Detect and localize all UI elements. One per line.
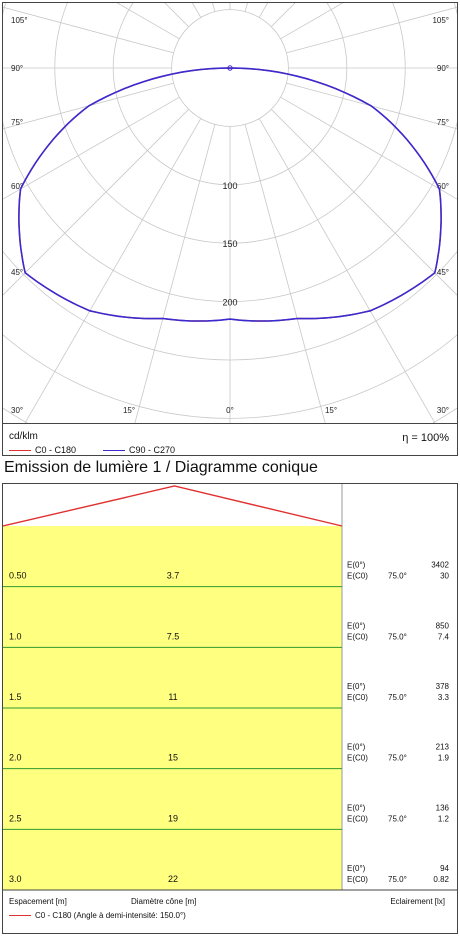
- grid-spoke-75: [286, 82, 457, 130]
- angle-label-right-5: 30°: [437, 406, 449, 415]
- cone-distance-0: 0.50: [9, 571, 27, 581]
- angle-label-left-3: 60°: [11, 182, 23, 191]
- angle-label-right-4: 45°: [437, 268, 449, 277]
- cone-e0-value-3: 213: [436, 743, 450, 752]
- cone-distance-4: 2.5: [9, 813, 22, 823]
- radial-tick-label-200: 200: [222, 298, 237, 308]
- polar-grid: [3, 3, 457, 423]
- cone-diameter-4: 19: [168, 813, 178, 823]
- legend-item-c0-c180: C0 - C180: [9, 445, 76, 455]
- angle-label-left-4: 45°: [11, 268, 23, 277]
- legend-label-c90-c270: C90 - C270: [129, 445, 176, 455]
- cone-ec0-angle-3: 75.0°: [388, 754, 407, 763]
- cone-e0-label-5: E(0°): [347, 864, 366, 873]
- cone-ec0-value-0: 30: [440, 572, 449, 581]
- cone-e0-value-1: 850: [436, 621, 450, 630]
- grid-spoke-15: [244, 124, 326, 423]
- cone-e0-label-1: E(0°): [347, 621, 366, 630]
- grid-spoke-240: [116, 3, 180, 40]
- angle-label-right-3: 60°: [437, 182, 449, 191]
- angle-label-left-5: 30°: [11, 406, 23, 415]
- grid-spoke-30: [258, 118, 436, 423]
- cone-distance-2: 1.5: [9, 692, 22, 702]
- legend-label-c0-c180: C0 - C180: [35, 445, 77, 455]
- cone-e0-value-5: 94: [440, 864, 449, 873]
- cone-diagram-panel: 0.50 3.7 E(0°) 3402 E(C0) 75.0° 30 1.0 7.5 E(0°) 8…: [2, 483, 458, 934]
- polar-curve-c90-c270: [18, 67, 442, 322]
- cone-e0-label-0: E(0°): [347, 561, 366, 570]
- grid-spoke-45: [271, 109, 457, 296]
- cone-ec0-value-5: 0.82: [433, 875, 449, 884]
- cone-ec0-label-0: E(C0): [347, 572, 368, 581]
- cone-legend-label: C0 - C180 (Angle à demi-intensité: 150.0…: [35, 911, 186, 920]
- cone-ec0-label-1: E(C0): [347, 632, 368, 641]
- angle-label-bottom-2: 15°: [325, 406, 337, 415]
- cone-ec0-value-3: 1.9: [438, 754, 450, 763]
- footer-spacing-label: Espacement [m]: [9, 897, 67, 906]
- polar-legend: cd/klm η = 100% C0 - C180 C90 - C270: [3, 423, 457, 456]
- footer-diameter-label: Diamètre cône [m]: [131, 897, 197, 906]
- cone-roof-line: [3, 485, 343, 527]
- cone-ec0-label-4: E(C0): [347, 814, 368, 823]
- grid-spoke-255: [3, 6, 174, 54]
- legend-swatch-red: [9, 450, 31, 452]
- grid-spoke-300: [3, 96, 180, 200]
- legend-swatch-blue: [103, 450, 125, 452]
- radial-tick-label-100: 100: [222, 181, 237, 191]
- legend-item-c90-c270: C90 - C270: [103, 445, 175, 455]
- cone-e0-value-4: 136: [436, 803, 450, 812]
- radial-tick-label-150: 150: [222, 239, 237, 249]
- cone-ec0-angle-2: 75.0°: [388, 693, 407, 702]
- cone-e0-value-2: 378: [436, 682, 450, 691]
- grid-spoke-105: [286, 6, 457, 54]
- cone-ec0-angle-1: 75.0°: [388, 632, 407, 641]
- cone-diameter-0: 3.7: [167, 571, 180, 581]
- grid-spoke-120: [280, 3, 344, 40]
- angle-label-bottom-0: 15°: [123, 406, 135, 415]
- cone-e0-value-0: 3402: [431, 561, 449, 570]
- polar-chart: 100 150 200 105° 90° 75° 60° 45° 30° 105° 90° 75° 60…: [3, 3, 457, 423]
- angle-label-left-0: 105°: [11, 16, 28, 25]
- cone-ec0-angle-0: 75.0°: [388, 572, 407, 581]
- cone-e0-label-3: E(0°): [347, 743, 366, 752]
- cone-ec0-label-2: E(C0): [347, 693, 368, 702]
- grid-spoke-285: [3, 82, 174, 130]
- unit-label: cd/klm: [9, 431, 38, 442]
- angle-label-right-2: 75°: [437, 118, 449, 127]
- grid-spoke-315: [3, 109, 189, 296]
- cone-ec0-angle-4: 75.0°: [388, 814, 407, 823]
- efficiency-label: η = 100%: [402, 432, 449, 444]
- grid-spoke-330: [24, 118, 202, 423]
- cone-diameter-2: 11: [168, 692, 177, 702]
- cone-chart: 0.50 3.7 E(0°) 3402 E(C0) 75.0° 30 1.0 7.5 E(0°) 8…: [3, 484, 457, 891]
- cone-ec0-value-2: 3.3: [438, 693, 450, 702]
- cone-e0-label-2: E(0°): [347, 682, 366, 691]
- polar-center-marker: [227, 65, 233, 71]
- cone-ec0-value-4: 1.2: [438, 814, 450, 823]
- angle-label-left-1: 90°: [11, 64, 23, 73]
- angle-label-left-2: 75°: [11, 118, 23, 127]
- footer-illuminance-label: Eclairement [lx]: [390, 897, 445, 906]
- angle-label-bottom-1: 0°: [226, 406, 234, 415]
- cone-ec0-value-1: 7.4: [438, 632, 450, 641]
- cone-diameter-3: 15: [168, 753, 178, 763]
- cone-diameter-5: 22: [168, 874, 178, 884]
- cone-legend: C0 - C180 (Angle à demi-intensité: 150.0…: [9, 911, 186, 920]
- cone-distance-5: 3.0: [9, 874, 22, 884]
- cone-diagram-title: Emission de lumière 1 / Diagramme coniqu…: [4, 459, 318, 476]
- grid-spoke-345: [134, 124, 216, 423]
- cone-diameter-1: 7.5: [167, 631, 180, 641]
- cone-distance-3: 2.0: [9, 753, 22, 763]
- polar-diagram-panel: 100 150 200 105° 90° 75° 60° 45° 30° 105° 90° 75° 60…: [2, 2, 458, 456]
- cone-ec0-angle-5: 75.0°: [388, 875, 407, 884]
- cone-ec0-label-5: E(C0): [347, 875, 368, 884]
- cone-e0-label-4: E(0°): [347, 803, 366, 812]
- angle-label-right-0: 105°: [432, 16, 449, 25]
- cone-ec0-label-3: E(C0): [347, 754, 368, 763]
- cone-legend-swatch: [9, 915, 31, 917]
- angle-label-right-1: 90°: [437, 64, 449, 73]
- grid-spoke-60: [280, 96, 457, 200]
- cone-distance-1: 1.0: [9, 631, 22, 641]
